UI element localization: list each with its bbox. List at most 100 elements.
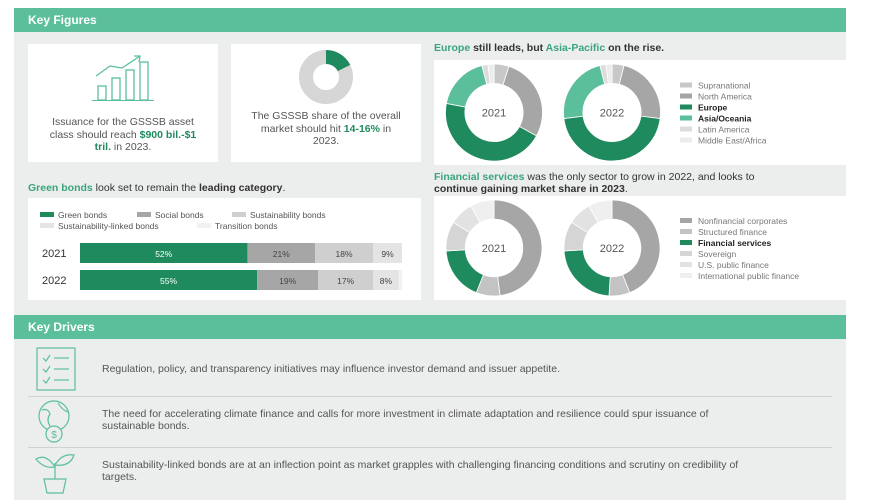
driver-text: Sustainability-linked bonds are at an in… [102,459,739,483]
legend-swatch [680,229,692,234]
figure-text: Issuance for the GSSSB asset class shoul… [46,116,200,154]
figure-card: The GSSSB share of the overall market sh… [231,44,421,162]
separator [28,447,832,448]
value-label: 19% [279,276,296,286]
legend-label: Structured finance [698,227,767,237]
donut-slice [605,63,613,85]
bar-chart: Green bonds Social bonds Sustainability bo… [28,198,421,300]
donut-label: 2021 [482,243,506,255]
title-part: Europe [434,42,471,54]
legend-swatch [680,262,692,267]
donut-slice [445,102,538,162]
bar-segment [247,243,316,263]
legend-label: International public finance [698,271,799,281]
legend-swatch [680,115,692,121]
bar-segment [257,270,319,290]
value-label: 18% [336,249,353,259]
legend-swatch [680,273,692,278]
donut-slice [618,65,661,120]
legend-label: Social bonds [155,210,204,220]
title-part: leading category [199,182,283,194]
driver-text: Regulation, policy, and transparency ini… [102,363,560,375]
text: Issuance for the GSSSB asset class shoul… [49,116,194,141]
chart-title: Financial services was the only sector t… [434,171,794,195]
donut-slice [470,199,495,224]
section-header: Key Drivers [14,315,846,339]
donut-slice [487,63,495,85]
legend-label: Transition bonds [215,221,278,231]
donut-slice [611,199,661,294]
bar-segment [80,270,258,290]
value-label: 55% [160,276,177,286]
figure-card: Issuance for the GSSSB asset class shoul… [28,44,218,162]
legend-swatch [680,240,692,245]
title-part: continue gaining market share in 2023 [434,183,625,196]
legend-swatch [680,251,692,256]
donut-slice [502,65,543,137]
legend-label: U.S. public finance [698,260,769,270]
value-label: 8% [380,276,393,286]
donut-slice [588,199,613,224]
svg-text:$: $ [51,430,57,441]
donut-slice [445,65,488,108]
plant-icon [35,454,75,494]
donut-chart: 2021 2022 Nonfinancial corporatesStructure… [434,196,846,300]
legend-label: Supranational [698,81,751,91]
legend-label: Green bonds [58,210,107,220]
title-part: was the only sector to grow in 2022, and… [524,171,755,183]
bar-segment [373,243,402,263]
legend-swatch [197,223,211,228]
donut-label: 2022 [600,108,624,120]
legend-label: Sustainability-linked bonds [58,221,159,231]
bar-segment [80,243,248,263]
highlight: $900 bil.-$1 tril. [94,128,197,154]
legend-swatch [232,212,246,217]
text: The GSSSB share of the overall market sh… [251,110,401,135]
title-part: look set to remain the [92,182,199,194]
highlight: 14-16% [343,122,380,135]
text: in 2023. [312,122,392,148]
legend-swatch [680,137,692,143]
text: in 2023. [111,141,152,154]
legend-label: Financial services [698,238,772,248]
bar-segment [315,243,374,263]
legend-swatch [680,126,692,132]
legend-swatch [40,223,54,228]
title-part: Financial services [434,171,525,183]
value-label: 52% [155,249,172,259]
donut-slice [445,249,484,294]
bar-icon [92,55,154,101]
legend-label: Latin America [698,125,750,135]
value-label: 21% [273,249,290,259]
bar-segment [398,270,402,290]
legend-label: North America [698,92,752,102]
legend-swatch [137,212,151,217]
donut-slice [563,115,661,162]
title-part: Asia-Pacific [545,42,606,54]
donut-label: 2022 [600,243,624,255]
legend-swatch [680,93,692,99]
legend-swatch [680,104,692,110]
title-part: . [624,183,628,196]
donut-label: 2021 [482,108,506,120]
y-tick-label: 2021 [42,248,66,260]
donut-slice [563,65,606,120]
legend-swatch [40,212,54,217]
legend-label: Middle East/Africa [698,136,767,146]
donut-icon [299,50,353,104]
y-tick-label: 2022 [42,275,66,287]
legend-label: Sovereign [698,249,737,259]
checklist-icon [36,347,76,391]
title-part: . [282,182,286,194]
bar-segment [373,270,399,290]
section-header: Key Figures [14,8,846,32]
chart-title: Europe still leads, but Asia-Pacific on … [434,42,846,54]
globe-money-icon: $ [38,400,70,443]
value-label: 9% [381,249,394,259]
legend-label: Asia/Oceania [698,114,752,124]
separator [28,396,832,397]
title-part: on the rise. [605,42,665,54]
bar-segment [318,270,374,290]
